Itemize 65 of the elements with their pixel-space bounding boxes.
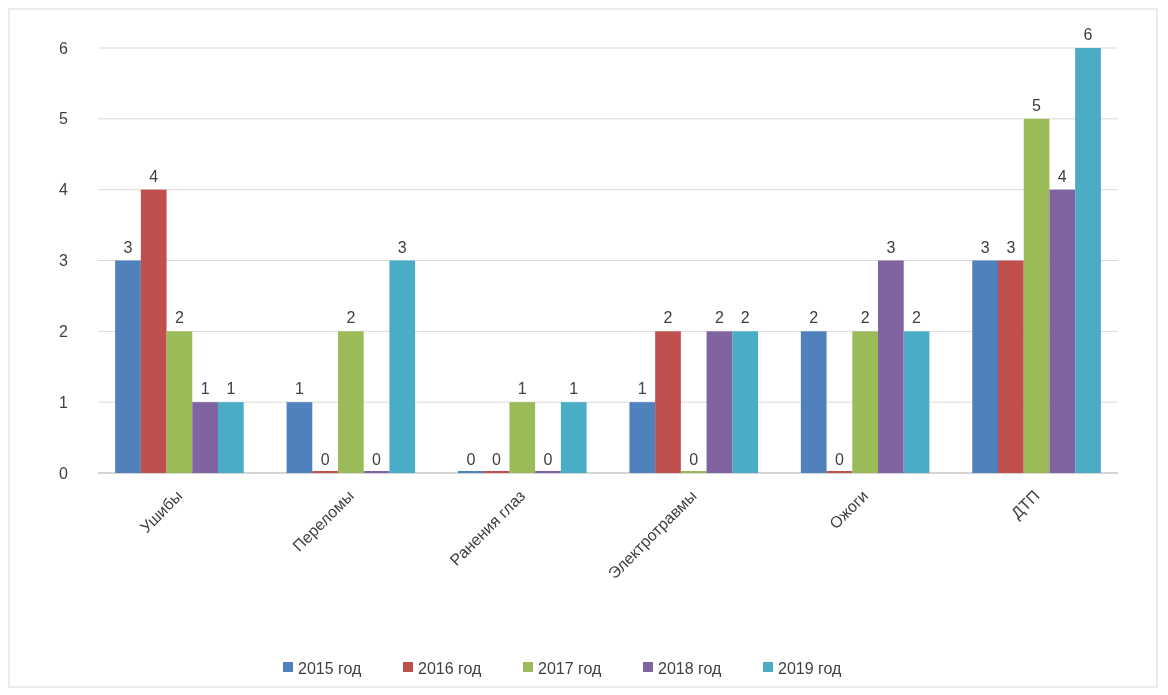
data-label: 3 [980,238,990,256]
data-label: 0 [834,451,844,468]
data-label: 0 [372,451,382,468]
data-label: 2 [912,309,922,327]
bar [1049,189,1076,473]
bar [338,331,364,473]
data-label: 4 [149,167,159,185]
legend-label: 2017 год [538,659,603,677]
data-label: 0 [466,451,476,468]
data-label: 1 [294,380,304,398]
data-label: 1 [569,380,579,398]
data-label: 0 [689,451,699,468]
data-label: 2 [346,309,356,327]
data-label: 3 [886,238,896,256]
bar [972,260,998,473]
data-label: 5 [1032,96,1042,114]
bar [852,331,878,473]
y-tick-label: 0 [59,464,69,482]
data-label: 3 [397,238,407,256]
data-label: 2 [809,309,819,327]
data-label: 1 [517,380,527,398]
bar [732,331,758,473]
bar [1075,48,1101,473]
bar [115,260,141,473]
data-label: 3 [1006,238,1016,256]
legend-label: 2018 год [658,659,723,677]
bar [192,402,218,473]
data-label: 6 [1083,26,1093,43]
data-label: 2 [174,309,184,327]
data-label: 0 [320,451,330,468]
data-label: 2 [663,309,673,327]
bar [903,331,930,473]
bar [655,331,681,473]
bar [998,260,1024,473]
bar [218,402,244,473]
legend-label: 2016 год [418,659,483,677]
bar [389,260,416,473]
data-label: 2 [860,309,870,327]
bar [629,402,656,473]
data-label: 4 [1057,167,1067,185]
data-label: 1 [200,380,210,398]
bar [509,402,536,473]
bar [140,189,167,473]
data-label: 2 [714,309,724,327]
bar [166,331,193,473]
bar [878,260,904,473]
data-label: 3 [123,238,133,256]
y-tick-label: 3 [59,252,69,270]
y-tick-label: 2 [59,322,69,340]
legend-label: 2015 год [298,659,363,677]
bar [560,402,587,473]
y-tick-label: 4 [59,181,69,199]
bar [800,331,827,473]
y-tick-label: 5 [59,110,69,128]
data-label: 2 [740,309,750,327]
legend-label: 2019 год [778,659,843,677]
data-label: 0 [492,451,502,468]
y-tick-label: 6 [59,39,69,57]
bar [286,402,313,473]
bar [1023,118,1050,473]
y-tick-label: 1 [59,393,69,411]
data-label: 0 [543,451,553,468]
bar [706,331,733,473]
data-label: 1 [226,380,236,398]
data-label: 1 [637,380,647,398]
